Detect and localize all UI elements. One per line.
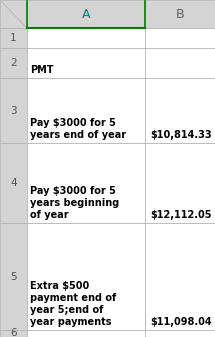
Bar xyxy=(27,78,145,143)
Bar xyxy=(145,223,215,330)
Text: 5: 5 xyxy=(10,272,17,281)
Text: $12,112.05: $12,112.05 xyxy=(150,210,212,220)
Text: PMT: PMT xyxy=(30,65,54,75)
Bar xyxy=(0,223,27,330)
Text: B: B xyxy=(176,7,184,21)
Bar xyxy=(145,0,215,28)
Bar xyxy=(145,48,215,78)
Text: Pay $3000 for 5
years beginning
of year: Pay $3000 for 5 years beginning of year xyxy=(30,186,119,220)
Bar xyxy=(145,78,215,143)
Bar xyxy=(145,330,215,337)
Text: 6: 6 xyxy=(10,329,17,337)
Text: $10,814.33: $10,814.33 xyxy=(150,130,212,140)
Bar xyxy=(27,0,145,28)
Text: 3: 3 xyxy=(10,105,17,116)
Text: Extra $500
payment end of
year 5;end of
year payments: Extra $500 payment end of year 5;end of … xyxy=(30,281,116,327)
Bar xyxy=(27,28,145,48)
Bar xyxy=(27,330,145,337)
Bar xyxy=(27,143,145,223)
Bar xyxy=(145,28,215,48)
Text: 2: 2 xyxy=(10,58,17,68)
Text: 4: 4 xyxy=(10,178,17,188)
Bar xyxy=(0,0,27,28)
Text: Pay $3000 for 5
years end of year: Pay $3000 for 5 years end of year xyxy=(30,118,126,140)
Bar xyxy=(0,48,27,78)
Bar xyxy=(27,48,145,78)
Bar xyxy=(27,223,145,330)
Bar xyxy=(0,143,27,223)
Text: A: A xyxy=(82,7,90,21)
Bar xyxy=(0,330,27,337)
Bar xyxy=(145,143,215,223)
Bar xyxy=(0,28,27,48)
Text: 1: 1 xyxy=(10,33,17,43)
Text: $11,098.04: $11,098.04 xyxy=(150,317,212,327)
Bar xyxy=(0,78,27,143)
